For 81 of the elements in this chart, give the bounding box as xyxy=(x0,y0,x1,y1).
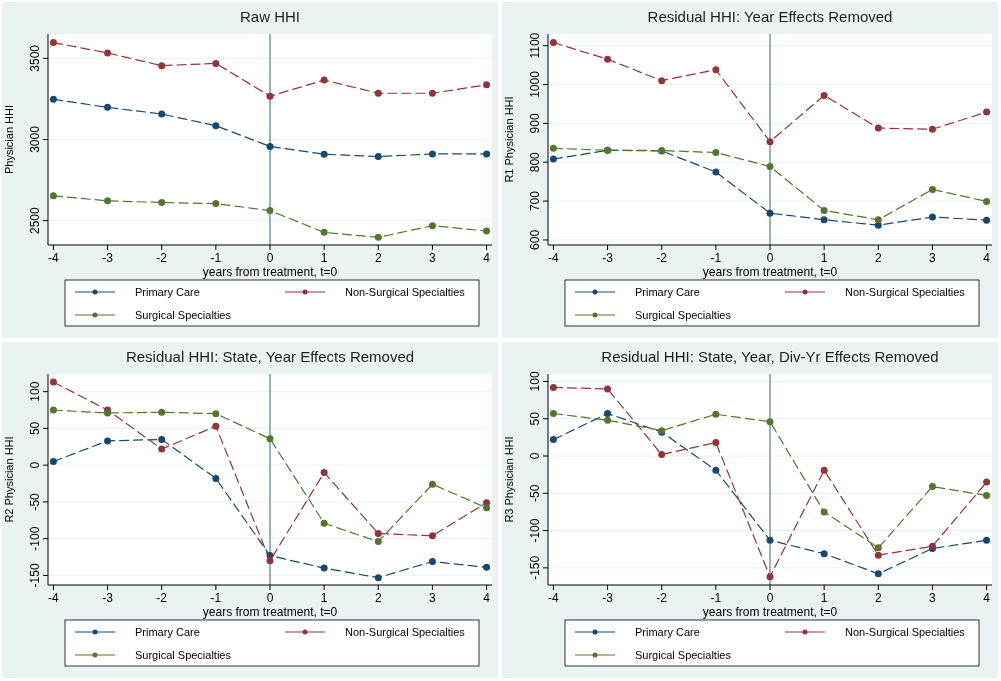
y-axis-title: R3 Physician HHI xyxy=(503,436,515,523)
y-tick-label: 0 xyxy=(528,452,542,460)
legend-label: Surgical Specialties xyxy=(135,309,232,321)
x-tick-label: 4 xyxy=(483,591,491,605)
y-tick-label: 50 xyxy=(528,411,542,426)
x-tick-label: 1 xyxy=(320,251,328,265)
x-tick-label: 0 xyxy=(266,251,274,265)
x-tick-label: -2 xyxy=(156,251,168,265)
x-tick-label: -3 xyxy=(102,591,114,605)
y-axis-title: Physician HHI xyxy=(3,104,15,175)
y-tick-label: -100 xyxy=(528,518,542,543)
x-tick-label: 3 xyxy=(429,251,437,265)
y-tick-label: 1000 xyxy=(528,70,542,98)
y-tick-label: -50 xyxy=(28,492,42,511)
legend-label: Surgical Specialties xyxy=(635,309,732,321)
x-tick-label: 3 xyxy=(929,251,937,265)
x-tick-label: 2 xyxy=(874,251,882,265)
legend-label: Surgical Specialties xyxy=(135,649,232,661)
legend-label: Non-Surgical Specialties xyxy=(345,626,466,638)
x-tick-label: 2 xyxy=(374,251,382,265)
chart-title: Residual HHI: State, Year Effects Removed xyxy=(125,348,415,365)
x-tick-label: 0 xyxy=(766,251,774,265)
x-axis-title: years from treatment, t=0 xyxy=(202,605,338,619)
x-tick-label: 1 xyxy=(820,251,828,265)
legend-label: Primary Care xyxy=(635,286,700,298)
y-tick-label: 700 xyxy=(528,190,542,212)
legend-label: Primary Care xyxy=(635,626,700,638)
x-tick-label: 0 xyxy=(266,591,274,605)
x-tick-label: 1 xyxy=(820,591,828,605)
x-tick-label: -2 xyxy=(656,251,668,265)
y-tick-label: 100 xyxy=(28,381,42,402)
y-tick-label: 600 xyxy=(528,229,542,250)
y-tick-label: -100 xyxy=(28,526,42,551)
x-tick-label: 3 xyxy=(429,591,437,605)
x-tick-label: -1 xyxy=(710,591,722,605)
x-tick-label: 3 xyxy=(929,591,937,605)
legend-label: Primary Care xyxy=(135,286,200,298)
chart-title: Residual HHI: Year Effects Removed xyxy=(647,8,893,25)
y-tick-label: -50 xyxy=(528,484,542,502)
x-tick-label: -3 xyxy=(102,251,114,265)
legend-label: Primary Care xyxy=(135,626,200,638)
y-tick-label: 3500 xyxy=(28,44,42,72)
y-tick-label: 1100 xyxy=(528,32,542,59)
x-tick-label: -2 xyxy=(156,591,168,605)
y-tick-label: -150 xyxy=(28,563,42,588)
y-tick-label: 0 xyxy=(28,461,42,469)
x-tick-label: -2 xyxy=(656,591,668,605)
x-tick-label: -1 xyxy=(210,591,222,605)
y-tick-label: 800 xyxy=(528,151,542,173)
x-tick-label: 4 xyxy=(483,251,491,265)
x-tick-label: -4 xyxy=(48,591,60,605)
legend-label: Non-Surgical Specialties xyxy=(345,286,466,298)
x-tick-label: 4 xyxy=(983,251,991,265)
y-tick-label: 2500 xyxy=(28,206,42,235)
x-tick-label: -1 xyxy=(710,251,722,265)
y-tick-label: 900 xyxy=(528,113,542,134)
y-tick-label: 3000 xyxy=(28,125,42,153)
x-tick-label: -3 xyxy=(602,591,614,605)
y-tick-label: -150 xyxy=(528,555,542,580)
chart-title: Raw HHI xyxy=(239,8,301,25)
x-axis-title: years from treatment, t=0 xyxy=(202,265,338,279)
x-tick-label: -1 xyxy=(210,251,222,265)
x-tick-label: 4 xyxy=(983,591,991,605)
x-axis-title: years from treatment, t=0 xyxy=(702,265,838,279)
x-tick-label: 2 xyxy=(374,591,382,605)
x-axis-title: years from treatment, t=0 xyxy=(702,605,838,619)
legend-label: Non-Surgical Specialties xyxy=(845,286,966,298)
y-axis-title: R2 Physician HHI xyxy=(3,436,15,523)
x-tick-label: 1 xyxy=(320,591,328,605)
x-tick-label: -4 xyxy=(48,251,60,265)
x-tick-label: -3 xyxy=(602,251,614,265)
chart-title: Residual HHI: State, Year, Div-Yr Effects Removed xyxy=(601,348,939,365)
x-tick-label: 2 xyxy=(874,591,882,605)
x-tick-label: -4 xyxy=(548,251,560,265)
y-tick-label: 100 xyxy=(528,371,542,392)
y-axis-title: R1 Physician HHI xyxy=(503,96,515,183)
x-tick-label: -4 xyxy=(548,591,560,605)
legend-label: Non-Surgical Specialties xyxy=(845,626,966,638)
legend-label: Surgical Specialties xyxy=(635,649,732,661)
y-tick-label: 50 xyxy=(28,421,42,436)
x-tick-label: 0 xyxy=(766,591,774,605)
